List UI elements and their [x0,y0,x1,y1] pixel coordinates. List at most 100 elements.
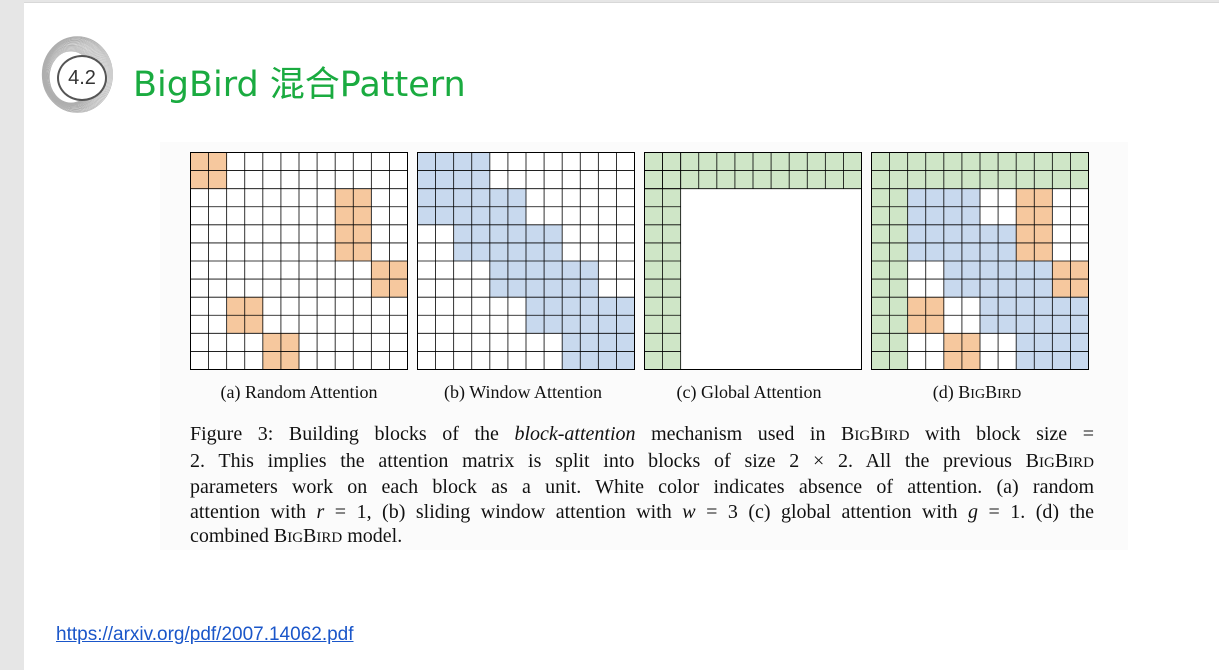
attention-cell-window [1016,261,1035,280]
attention-cell-random [335,206,354,225]
attention-cell-global [644,188,663,207]
attention-cell-window [562,297,581,316]
random-attention-grid [190,152,408,370]
attention-cell-global [943,170,962,189]
attention-cell-window [925,188,944,207]
attention-cell-window [471,206,490,225]
attention-cell-random [335,242,354,261]
attention-cell-window [489,206,508,225]
attention-cell-global [662,297,681,316]
attention-cell-global [644,351,663,370]
attention-cell-global [1016,152,1035,171]
attention-cell-global [644,315,663,334]
attention-cell-window [544,315,563,334]
attention-cell-global [662,170,681,189]
attention-cell-window [1052,315,1071,334]
attention-cell-random [335,224,354,243]
attention-cell-global [871,297,890,316]
attention-cell-window [544,224,563,243]
attention-cell-window [526,297,545,316]
attention-cell-window [453,188,472,207]
attention-cell-random [961,351,980,370]
attention-cell-global [789,152,808,171]
attention-cell-random [943,333,962,352]
attention-cell-window [1016,279,1035,298]
attention-cell-global [998,170,1017,189]
attention-cell-global [907,170,926,189]
panel-global-attention [644,152,862,370]
attention-cell-global [644,242,663,261]
attention-cell-global [907,152,926,171]
attention-cell-global [825,152,844,171]
attention-cell-window [1034,297,1053,316]
attention-cell-window [1070,333,1089,352]
attention-cell-window [471,242,490,261]
attention-cell-random [244,315,263,334]
attention-cell-window [453,224,472,243]
attention-cell-random [907,297,926,316]
attention-cell-window [580,261,599,280]
attention-cell-window [907,242,926,261]
attention-cell-window [980,261,999,280]
attention-cell-window [980,297,999,316]
panel-random-attention [190,152,408,370]
attention-cell-window [489,242,508,261]
attention-cell-random [226,315,245,334]
panel-bigbird [871,152,1089,370]
attention-cell-random [244,297,263,316]
attention-cell-random [1052,261,1071,280]
attention-cell-global [889,351,908,370]
attention-cell-global [1070,152,1089,171]
attention-cell-global [662,279,681,298]
attention-cell-window [1052,333,1071,352]
attention-cell-window [453,170,472,189]
attention-cell-window [526,261,545,280]
attention-cell-global [662,152,681,171]
attention-cell-global [871,152,890,171]
panel-window-attention [417,152,635,370]
attention-cell-global [662,242,681,261]
attention-cell-window [417,188,436,207]
attention-cell-window [998,315,1017,334]
attention-cell-global [871,261,890,280]
attention-cell-window [562,279,581,298]
slide-title: BigBird 混合Pattern [133,65,466,105]
attention-cell-window [435,206,454,225]
attention-cell-global [871,351,890,370]
attention-cell-random [353,224,372,243]
attention-cell-window [1034,333,1053,352]
attention-cell-window [507,206,526,225]
attention-cell-window [417,170,436,189]
attention-cell-random [1016,242,1035,261]
attention-cell-window [562,351,581,370]
attention-cell-window [616,315,635,334]
figure-caption-line: parameters work on each block as a unit.… [190,476,1094,498]
attention-cell-random [335,188,354,207]
attention-cell-window [453,206,472,225]
attention-cell-global [771,152,790,171]
attention-cell-window [598,297,617,316]
attention-cell-window [1034,261,1053,280]
attention-cell-window [544,261,563,280]
figure-caption: Figure 3: Building blocks of the block-a… [190,422,1094,551]
attention-cell-window [925,206,944,225]
attention-cell-global [889,315,908,334]
attention-cell-window [562,261,581,280]
attention-cell-window [616,333,635,352]
attention-cell-window [943,224,962,243]
attention-cell-window [943,188,962,207]
attention-cell-global [943,152,962,171]
attention-cell-random [1016,224,1035,243]
attention-cell-random [353,242,372,261]
attention-cell-global [889,152,908,171]
attention-cell-window [562,315,581,334]
attention-cell-global [662,188,681,207]
arxiv-link[interactable]: https://arxiv.org/pdf/2007.14062.pdf [56,624,354,645]
caption-global-attention: (c) Global Attention [676,382,822,402]
attention-cell-window [453,242,472,261]
attention-cell-window [526,242,545,261]
attention-cell-global [889,279,908,298]
attention-cell-global [980,170,999,189]
attention-cell-window [507,188,526,207]
attention-cell-window [526,224,545,243]
